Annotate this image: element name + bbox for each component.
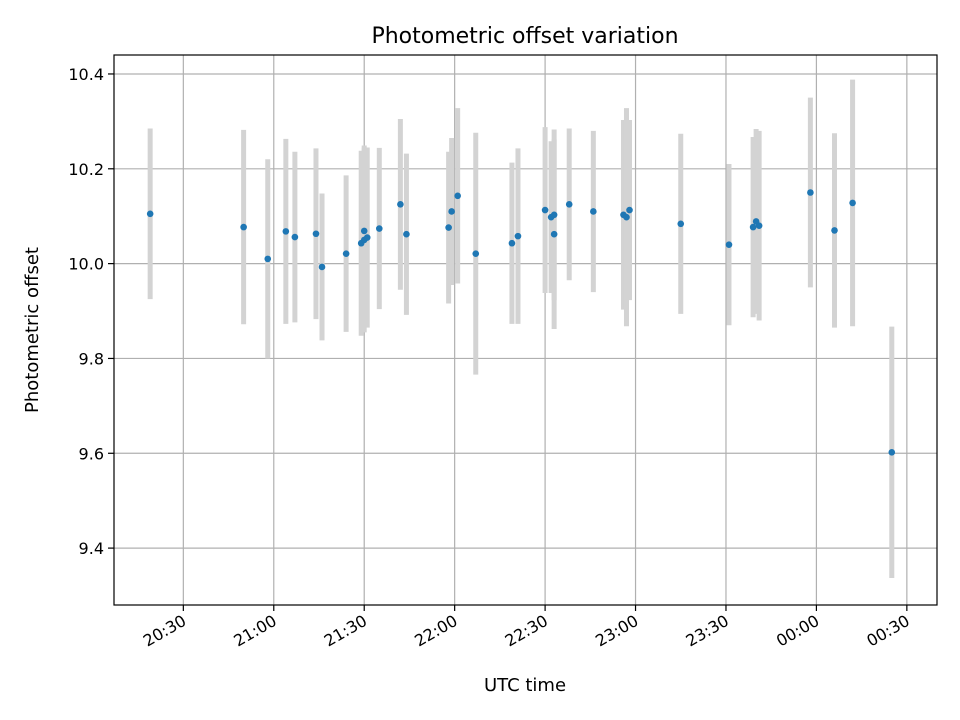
errorbar-layer bbox=[147, 79, 895, 578]
data-point bbox=[623, 213, 630, 221]
data-point bbox=[264, 255, 272, 263]
data-point bbox=[514, 232, 522, 240]
y-tick-label: 9.6 bbox=[79, 444, 104, 463]
x-tick-label: 21:30 bbox=[321, 611, 370, 651]
data-point bbox=[454, 192, 461, 200]
data-point bbox=[807, 189, 814, 196]
y-tick-label: 10.4 bbox=[68, 65, 104, 84]
y-tick-label: 10.2 bbox=[68, 160, 104, 179]
data-point bbox=[831, 227, 838, 234]
x-tick-label: 23:00 bbox=[592, 611, 641, 651]
y-axis-label: Photometric offset bbox=[22, 247, 43, 413]
data-point bbox=[360, 227, 368, 235]
x-axis-label: UTC time bbox=[484, 675, 566, 696]
x-tick-label: 00:30 bbox=[863, 611, 912, 651]
x-tick-label: 22:00 bbox=[411, 611, 460, 651]
y-tick-label: 9.8 bbox=[79, 349, 104, 368]
data-point bbox=[448, 208, 455, 215]
grid-layer bbox=[114, 55, 937, 605]
data-point bbox=[749, 223, 757, 231]
data-point bbox=[565, 201, 573, 208]
data-point bbox=[590, 208, 597, 215]
data-point bbox=[626, 206, 633, 214]
data-point bbox=[397, 201, 404, 208]
data-point bbox=[403, 230, 410, 238]
x-tick-label: 20:30 bbox=[140, 611, 189, 651]
y-tick-label: 9.4 bbox=[79, 539, 104, 558]
data-point bbox=[363, 234, 371, 241]
x-tick-label: 23:30 bbox=[683, 611, 732, 651]
data-point bbox=[550, 211, 558, 219]
chart-title: Photometric offset variation bbox=[371, 24, 678, 49]
data-point bbox=[541, 206, 549, 214]
tick-layer: 20:30 21:00 21:30 22:00 22:30 23:00 23:30 00:00… bbox=[68, 65, 912, 651]
data-point bbox=[725, 241, 733, 248]
data-point bbox=[146, 210, 154, 218]
data-point bbox=[472, 250, 480, 257]
data-point bbox=[291, 233, 299, 241]
x-tick-label: 22:30 bbox=[502, 611, 551, 651]
data-point bbox=[508, 239, 516, 247]
data-point bbox=[755, 222, 763, 229]
plot-frame bbox=[113, 54, 938, 606]
data-point bbox=[849, 199, 856, 207]
data-point bbox=[318, 263, 326, 271]
data-point bbox=[282, 228, 290, 235]
data-point bbox=[312, 230, 320, 238]
x-tick-label: 00:00 bbox=[773, 611, 822, 651]
data-point bbox=[240, 223, 247, 231]
data-point bbox=[677, 220, 685, 228]
data-point bbox=[550, 230, 558, 238]
x-tick-label: 21:00 bbox=[230, 611, 279, 651]
data-point bbox=[342, 250, 350, 257]
data-point bbox=[445, 224, 452, 231]
data-point bbox=[375, 225, 383, 232]
point-layer bbox=[146, 189, 896, 456]
data-point bbox=[888, 449, 896, 456]
y-tick-label: 10.0 bbox=[68, 255, 104, 274]
